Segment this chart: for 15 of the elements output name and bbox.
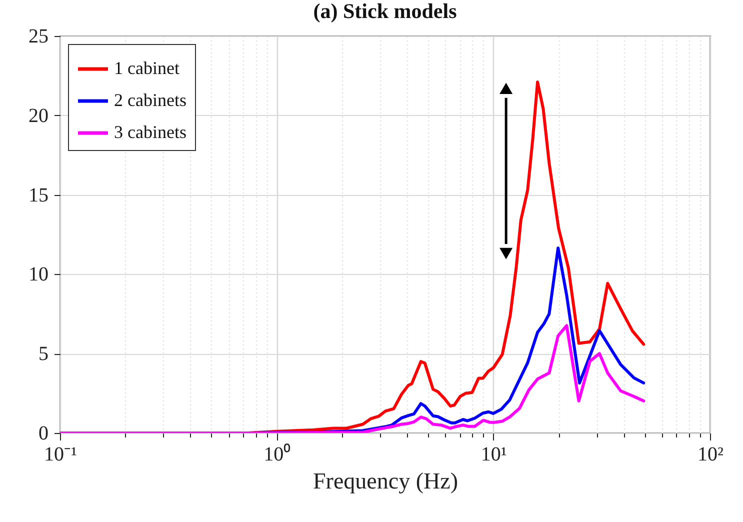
y-tick-label: 5 — [38, 343, 48, 366]
y-tick-label: 20 — [28, 104, 48, 127]
chart-title: (a) Stick models — [313, 0, 457, 23]
y-tick-label: 10 — [28, 264, 48, 286]
y-tick-label: 15 — [28, 184, 48, 206]
y-tick-label: 25 — [28, 26, 48, 48]
x-tick-label: 10¹ — [480, 444, 507, 466]
x-axis-title: Frequency (Hz) — [313, 468, 458, 494]
legend-label: 3 cabinets — [114, 122, 186, 142]
y-tick-label: 0 — [38, 422, 48, 444]
legend-label: 2 cabinets — [114, 90, 186, 110]
x-tick-label: 10⁻¹ — [44, 444, 77, 466]
x-tick-label: 10² — [698, 444, 724, 466]
legend-label: 1 cabinet — [114, 58, 180, 78]
x-tick-label: 10⁰ — [264, 442, 291, 466]
